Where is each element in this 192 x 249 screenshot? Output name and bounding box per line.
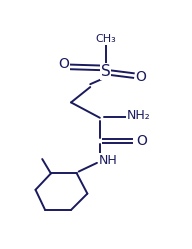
Text: NH₂: NH₂ [126,109,150,122]
Text: S: S [101,64,110,79]
Text: O: O [137,134,147,148]
Text: CH₃: CH₃ [95,34,116,44]
Text: NH: NH [99,154,118,167]
Text: O: O [136,69,146,83]
Text: O: O [58,57,69,71]
